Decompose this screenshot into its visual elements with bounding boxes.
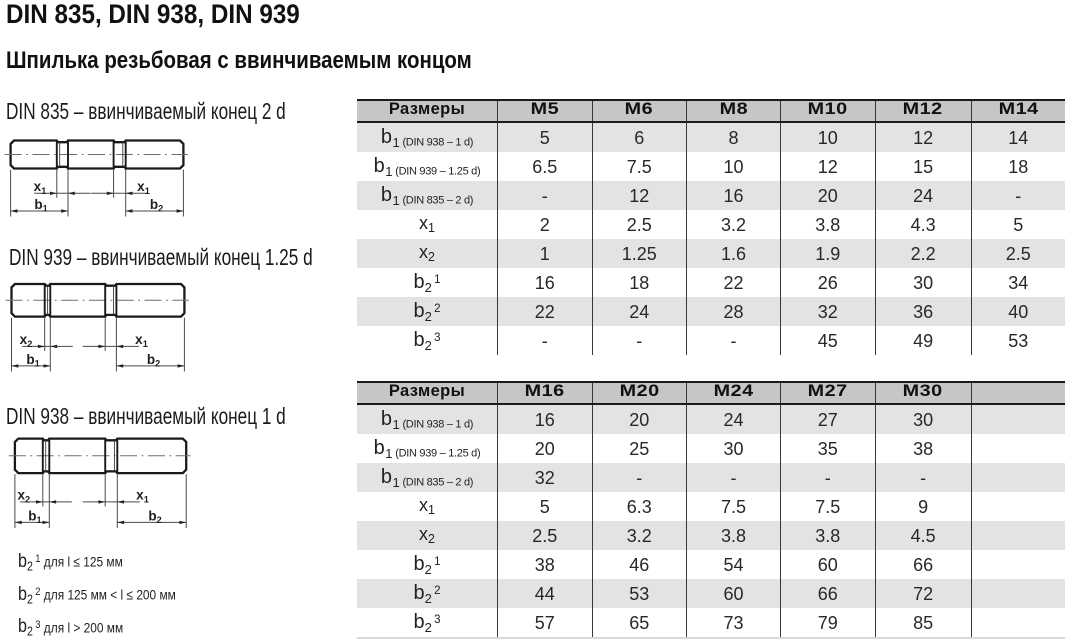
svg-text:x1: x1 bbox=[135, 332, 148, 349]
svg-text:b1: b1 bbox=[26, 352, 39, 369]
svg-text:b1: b1 bbox=[28, 508, 41, 525]
svg-text:x1: x1 bbox=[34, 179, 47, 196]
svg-text:b2: b2 bbox=[147, 352, 160, 369]
svg-text:x1: x1 bbox=[137, 179, 150, 196]
svg-text:b2: b2 bbox=[150, 197, 163, 214]
svg-text:x2: x2 bbox=[17, 488, 30, 505]
svg-text:x1: x1 bbox=[136, 488, 149, 505]
svg-text:b2: b2 bbox=[148, 508, 161, 525]
svg-text:x2: x2 bbox=[20, 332, 33, 349]
svg-text:b1: b1 bbox=[34, 197, 47, 214]
